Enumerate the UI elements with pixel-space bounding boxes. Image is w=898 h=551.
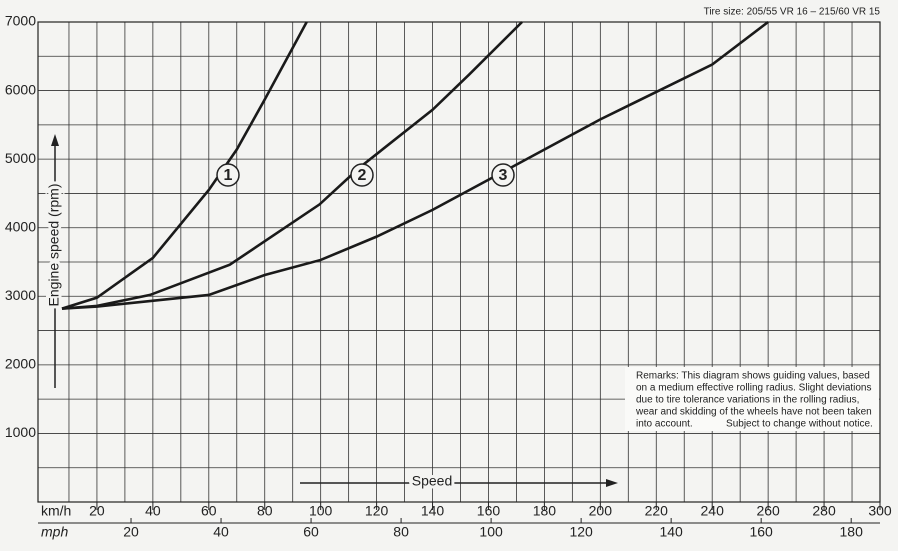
remarks-line: due to tire tolerance variations in the … bbox=[636, 395, 859, 406]
legend-label: 2 bbox=[358, 167, 367, 184]
y-tick-label: 3000 bbox=[5, 287, 36, 303]
x2-tick-label: 180 bbox=[840, 524, 864, 540]
y-tick-label: 5000 bbox=[5, 150, 36, 166]
tire-size-note: Tire size: 205/55 VR 16 – 215/60 VR 15 bbox=[704, 7, 881, 18]
x-tick-label: 180 bbox=[533, 503, 557, 519]
x-tick-label: 280 bbox=[812, 503, 836, 519]
curve-badge bbox=[491, 163, 515, 187]
x-arrow bbox=[300, 479, 618, 487]
x-tick-label: 160 bbox=[477, 503, 501, 519]
curve bbox=[61, 21, 523, 310]
x2-tick-label: 20 bbox=[123, 524, 139, 540]
remarks-line: on a medium effective rolling radius. Sl… bbox=[636, 383, 872, 394]
curve bbox=[61, 21, 308, 310]
x-unit: km/h bbox=[41, 503, 71, 519]
y-tick-label: 2000 bbox=[5, 356, 36, 372]
x2-tick-label: 140 bbox=[659, 524, 683, 540]
x-tick-label: 40 bbox=[145, 503, 161, 519]
remarks-line: wear and skidding of the wheels have not… bbox=[635, 407, 872, 418]
legend-label: 3 bbox=[499, 167, 508, 184]
y-axis-label: Engine speed (rpm) bbox=[46, 184, 62, 307]
remarks-line: Remarks: This diagram shows guiding valu… bbox=[636, 371, 870, 382]
y-tick-label: 7000 bbox=[5, 13, 36, 29]
x-tick-label: 60 bbox=[201, 503, 217, 519]
y-tick-label: 6000 bbox=[5, 81, 36, 97]
x-tick-label: 80 bbox=[257, 503, 273, 519]
x2-tick-label: 100 bbox=[479, 524, 503, 540]
x2-tick-label: 160 bbox=[749, 524, 773, 540]
x-tick-label: 140 bbox=[421, 503, 445, 519]
x-tick-label: 200 bbox=[589, 503, 613, 519]
curve bbox=[61, 20, 769, 310]
y-tick-label: 1000 bbox=[5, 424, 36, 440]
y-arrow bbox=[51, 134, 59, 388]
x-tick-label: 120 bbox=[365, 503, 389, 519]
curves: 1 2 3 bbox=[61, 20, 769, 310]
x2-tick-label: 60 bbox=[303, 524, 319, 540]
curve-badge bbox=[350, 163, 374, 187]
x-tick-label: 220 bbox=[645, 503, 669, 519]
legend-label: 1 bbox=[224, 167, 233, 184]
x-tick-label: 20 bbox=[89, 503, 105, 519]
curve-badge bbox=[216, 163, 240, 187]
x-axis-label: Speed bbox=[412, 473, 452, 489]
x-tick-label: 100 bbox=[309, 503, 333, 519]
x-tick-label: 260 bbox=[756, 503, 780, 519]
x2-tick-label: 80 bbox=[393, 524, 409, 540]
x2-tick-label: 120 bbox=[569, 524, 593, 540]
remarks-box bbox=[625, 367, 879, 431]
plot-frame bbox=[37, 21, 881, 503]
x-tick-label: 300 bbox=[868, 503, 892, 519]
y-tick-label: 4000 bbox=[5, 218, 36, 234]
remarks-line: into account. Subject to change without … bbox=[636, 419, 873, 430]
x-tick-label: 240 bbox=[701, 503, 725, 519]
remarks: Remarks: This diagram shows guiding valu… bbox=[635, 371, 873, 430]
x2-tick-label: 40 bbox=[213, 524, 229, 540]
x2-unit: mph bbox=[41, 524, 68, 540]
